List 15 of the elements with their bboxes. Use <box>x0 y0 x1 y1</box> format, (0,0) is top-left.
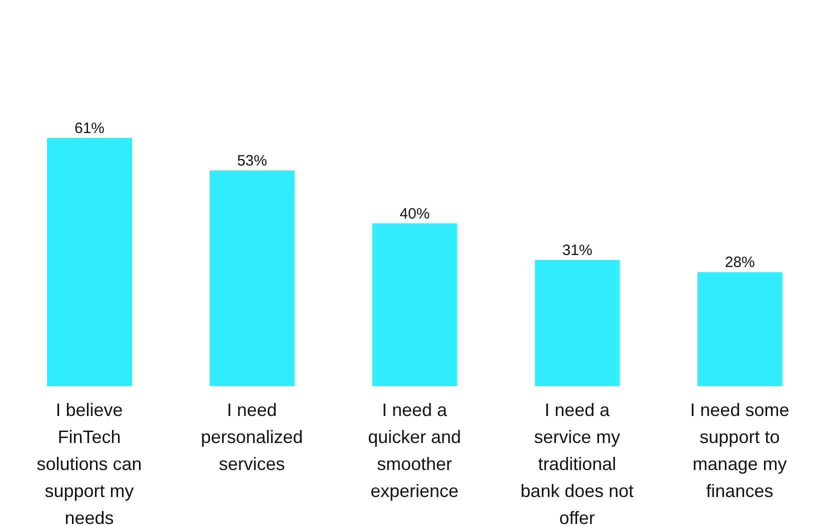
data-label: 61% <box>74 120 105 137</box>
x-tick-label: I believe FinTech solutions can support my needs <box>36 400 142 525</box>
data-label: 53% <box>237 152 268 170</box>
x-tick-label: I need a service my traditional bank does not offer <box>520 400 634 525</box>
bar <box>697 272 782 386</box>
bar <box>534 260 620 386</box>
x-tick-label: I need some support to manage my finances <box>690 400 790 501</box>
bar <box>47 138 132 386</box>
bar <box>210 170 295 386</box>
data-label: 31% <box>562 242 592 259</box>
x-tick-label: I need personalized services <box>200 400 303 474</box>
x-tick-label: I need a quicker and smoother experience <box>368 400 462 501</box>
bar <box>372 223 458 386</box>
data-label: 28% <box>724 254 755 272</box>
data-label: 40% <box>400 205 430 222</box>
